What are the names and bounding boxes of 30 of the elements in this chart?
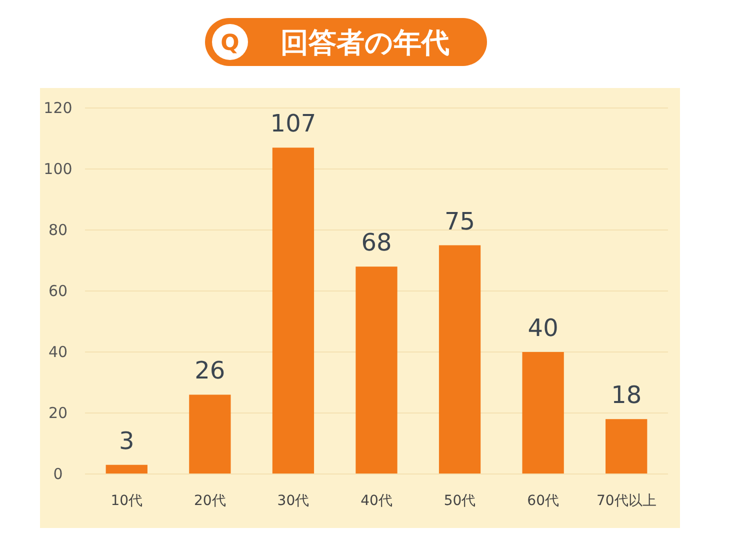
data-label: 75 <box>444 207 476 236</box>
x-tick-label: 20代 <box>194 493 226 509</box>
y-tick-label: 60 <box>48 282 68 300</box>
x-tick-label: 10代 <box>110 493 143 509</box>
data-label: 68 <box>361 228 392 257</box>
y-tick-label: 40 <box>48 343 68 361</box>
bar <box>522 352 564 474</box>
x-tick-label: 60代 <box>527 493 559 509</box>
bar <box>438 245 481 474</box>
x-tick-label: 70代以上 <box>596 493 656 509</box>
y-tick-label: 0 <box>53 465 63 483</box>
data-label: 40 <box>528 314 558 342</box>
y-tick-label: 80 <box>48 221 68 239</box>
bar <box>189 394 231 474</box>
chart-title: 回答者の年代 <box>280 26 450 59</box>
data-label: 18 <box>611 381 642 410</box>
y-tick-label: 100 <box>44 160 72 178</box>
bar <box>606 419 648 474</box>
bar <box>272 148 314 474</box>
data-label: 3 <box>119 426 134 455</box>
data-label: 26 <box>194 356 226 385</box>
y-tick-label: 20 <box>48 404 68 422</box>
x-tick-label: 30代 <box>277 493 310 509</box>
title: Q 回答者の年代 <box>205 18 487 66</box>
bar <box>356 266 398 474</box>
x-tick-label: 50代 <box>444 493 476 509</box>
y-tick-label: 120 <box>44 99 72 117</box>
bar <box>106 464 148 474</box>
data-label: 107 <box>270 110 316 138</box>
x-tick-label: 40代 <box>360 493 392 509</box>
